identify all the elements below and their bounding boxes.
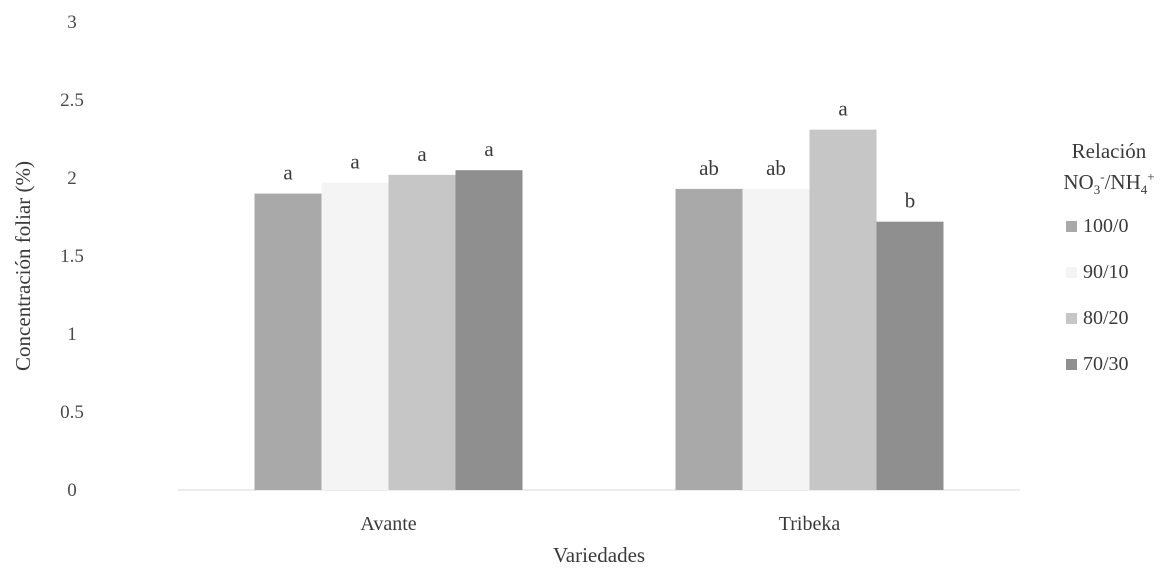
significance-letter: b — [905, 189, 916, 213]
bar-avante-80-20 — [388, 174, 456, 490]
x-category-label: Tribeka — [779, 513, 841, 535]
bar-avante-100-0 — [254, 193, 322, 490]
bar-tribeka-100-0 — [675, 188, 743, 491]
bar-tribeka-70-30 — [876, 221, 944, 490]
significance-letter: a — [350, 150, 360, 174]
legend-swatch — [1066, 220, 1077, 232]
legend-item: 90/10 — [1054, 249, 1164, 295]
legend: Relación NO3-/NH4+ 100/0 90/10 80/20 70/30 — [1054, 138, 1164, 387]
y-tick-label: 1 — [67, 324, 77, 345]
significance-letter: a — [838, 97, 848, 121]
legend-title: Relación NO3-/NH4+ — [1054, 138, 1164, 203]
bar-tribeka-80-20 — [809, 129, 877, 490]
legend-title-line1: Relación — [1071, 139, 1147, 163]
significance-letter: ab — [766, 156, 786, 180]
y-tick-label: 0 — [67, 480, 77, 501]
y-axis-title: Concentración foliar (%) — [11, 161, 35, 371]
bar-avante-90-10 — [321, 182, 389, 490]
legend-label: 90/10 — [1083, 260, 1129, 283]
legend-swatch — [1066, 312, 1077, 324]
y-tick-label: 2 — [67, 168, 77, 189]
y-tick-label: 0.5 — [60, 402, 84, 423]
significance-letter: a — [283, 161, 293, 185]
x-category-label: Avante — [360, 513, 416, 535]
significance-letter: ab — [699, 156, 719, 180]
x-axis-title: Variedades — [553, 543, 645, 567]
legend-items: 100/0 90/10 80/20 70/30 — [1054, 203, 1164, 387]
legend-swatch — [1066, 266, 1077, 278]
x-axis-category-labels: Avante Tribeka — [360, 513, 840, 535]
bar-avante-70-30 — [455, 170, 523, 490]
legend-title-line2: NO3-/NH4+ — [1063, 169, 1155, 198]
legend-item: 100/0 — [1054, 203, 1164, 249]
bar-tribeka-90-10 — [742, 188, 810, 491]
y-tick-label: 3 — [67, 12, 77, 33]
y-tick-label: 2.5 — [60, 90, 84, 111]
bars-group — [254, 129, 944, 491]
legend-item: 80/20 — [1054, 295, 1164, 341]
legend-label: 80/20 — [1083, 306, 1129, 329]
significance-letter: a — [417, 142, 427, 166]
significance-letter: a — [484, 137, 494, 161]
legend-label: 100/0 — [1083, 214, 1129, 237]
legend-label: 70/30 — [1083, 352, 1129, 375]
y-tick-label: 1.5 — [60, 246, 84, 267]
y-axis-ticks: 0 0.5 1 1.5 2 2.5 3 — [60, 12, 84, 501]
legend-swatch — [1066, 358, 1077, 370]
legend-item: 70/30 — [1054, 341, 1164, 387]
